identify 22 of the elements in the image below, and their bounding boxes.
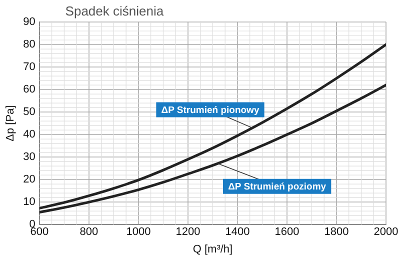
y-tick-label: 50: [23, 106, 36, 118]
y-tick-label: 60: [23, 84, 36, 96]
text: ΔP Strumień poziomy: [228, 181, 327, 192]
x-tick-label: 800: [80, 226, 98, 238]
y-tick-label: 30: [23, 151, 36, 164]
x-axis-title: Q [m³/h]: [192, 243, 233, 256]
y-tick-label: 80: [23, 38, 36, 51]
y-tick-label: 20: [23, 174, 36, 186]
y-tick-label: 90: [23, 16, 36, 28]
x-tick-label: 1200: [176, 226, 200, 238]
x-tick-label: 2000: [374, 226, 398, 238]
x-tick-label: 1600: [274, 226, 300, 238]
series-label: ΔP Strumień pionowy: [161, 104, 260, 116]
chart-title: Spadek ciśnienia: [65, 4, 164, 19]
y-tick-label: 70: [23, 61, 36, 74]
x-tick-label: 1800: [324, 226, 349, 238]
x-tick-label: 1000: [126, 226, 151, 238]
x-tick-label: 600: [30, 226, 49, 238]
y-axis-title: Δp [Pa]: [4, 105, 17, 142]
y-tick-label: 10: [23, 196, 36, 208]
x-tick-label: 1400: [225, 226, 250, 238]
y-tick-label: 40: [23, 128, 36, 141]
